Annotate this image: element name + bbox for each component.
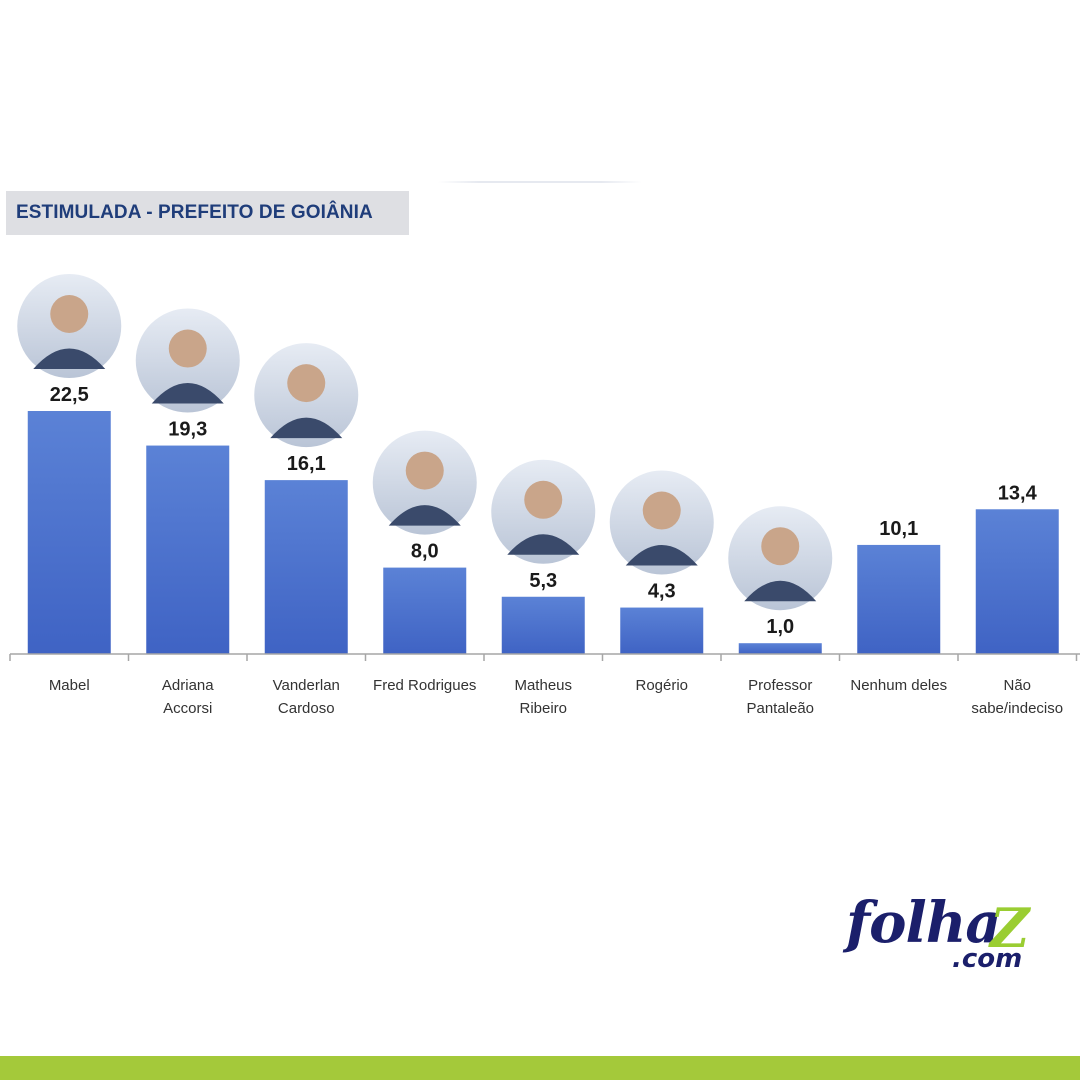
chart-title: ESTIMULADA - PREFEITO DE GOIÂNIA (16, 202, 373, 223)
category-label: Nenhum deles (850, 677, 947, 694)
logo-text-accent: Z (990, 896, 1030, 960)
category-label: Vanderlan Cardoso (273, 677, 340, 717)
bar-value-label: 22,5 (50, 384, 89, 406)
bar (264, 480, 348, 654)
category-label: Professor Pantaleão (746, 677, 814, 717)
bar (146, 445, 230, 654)
bar (501, 596, 585, 654)
logo-text-suffix: .com (952, 944, 1023, 974)
bar (383, 567, 467, 654)
bar (975, 509, 1059, 654)
candidate-photo (370, 428, 479, 537)
category-label: Mabel (49, 677, 90, 694)
footer-accent-bar (0, 1056, 1080, 1080)
bar-value-label: 10,1 (879, 518, 918, 540)
bar-value-label: 8,0 (411, 541, 439, 563)
category-label: Fred Rodrigues (373, 677, 476, 694)
bar (857, 544, 941, 654)
candidate-photo (133, 306, 242, 415)
bar-value-label: 5,3 (529, 570, 557, 592)
bar (738, 643, 822, 654)
category-label: Rogério (635, 677, 688, 694)
candidate-photo (607, 468, 716, 577)
chart-title-box: ESTIMULADA - PREFEITO DE GOIÂNIA (6, 191, 409, 235)
bar-value-label: 16,1 (287, 453, 326, 475)
category-label: Adriana Accorsi (162, 677, 214, 717)
faint-decorative-line (438, 181, 642, 183)
candidate-photo (252, 341, 361, 450)
bar-value-label: 19,3 (168, 419, 207, 441)
bar-value-label: 4,3 (648, 581, 676, 603)
logo-text-main: folha (846, 890, 1002, 956)
folhaz-logo: folha Z .com (840, 888, 1050, 988)
candidate-photo (489, 457, 598, 566)
bar-chart: 22,5 19,3 16,1 8,0 5,3 4,3 1,0 10,1 13,4 Mabel Ad… (9, 272, 1080, 717)
bar-value-label: 1,0 (766, 616, 794, 638)
category-label: Matheus Ribeiro (514, 677, 572, 717)
bar (620, 607, 704, 654)
candidate-photo (15, 272, 124, 380)
candidate-photo (726, 504, 835, 613)
bar (27, 411, 111, 654)
bar-value-label: 13,4 (998, 482, 1038, 504)
category-label: Não sabe/indeciso (971, 677, 1063, 717)
